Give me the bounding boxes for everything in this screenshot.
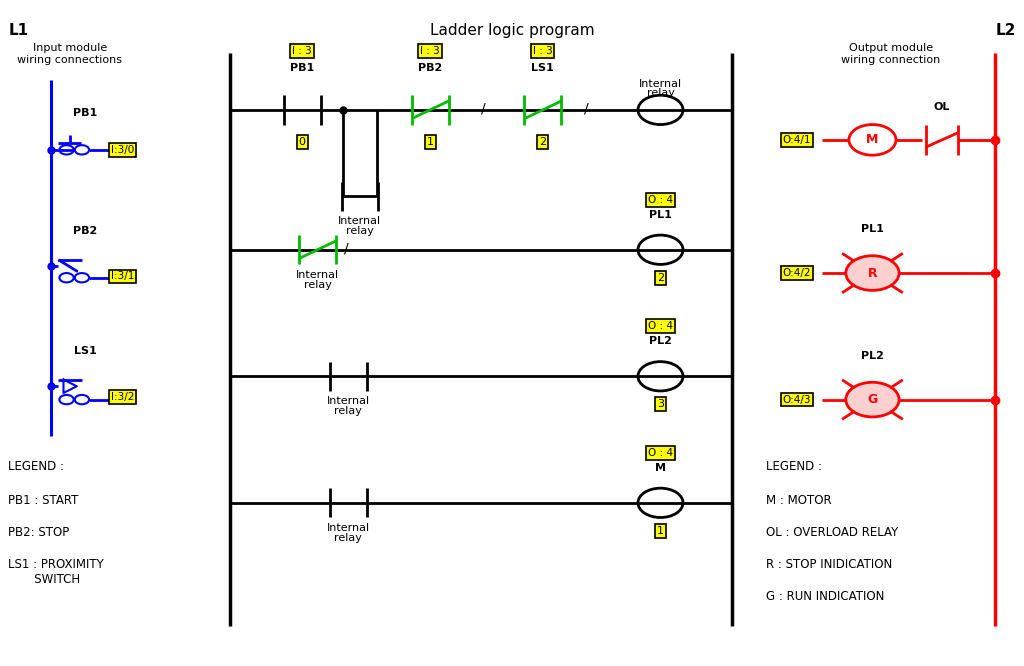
Text: OL: OL <box>934 102 950 112</box>
Text: I : 3: I : 3 <box>532 46 553 57</box>
Text: /: / <box>344 241 348 256</box>
Text: Ladder logic program: Ladder logic program <box>430 23 594 39</box>
Text: O : 4: O : 4 <box>648 194 673 205</box>
Text: I:3/0: I:3/0 <box>112 145 134 155</box>
Text: 2: 2 <box>540 137 546 147</box>
Text: PL2: PL2 <box>861 351 884 361</box>
Text: relay: relay <box>303 280 332 290</box>
Text: Output module
wiring connection: Output module wiring connection <box>842 43 940 65</box>
Text: relay: relay <box>346 226 374 236</box>
Text: PB1: PB1 <box>290 63 314 73</box>
Text: PL2: PL2 <box>649 336 672 346</box>
Text: I:3/1: I:3/1 <box>112 271 134 282</box>
Text: 2: 2 <box>657 272 664 283</box>
Text: relay: relay <box>646 88 675 98</box>
Circle shape <box>846 256 899 290</box>
Text: O:4/1: O:4/1 <box>782 135 811 145</box>
Text: 1: 1 <box>657 525 664 536</box>
Text: Internal: Internal <box>327 396 370 406</box>
Text: LS1: LS1 <box>531 63 554 73</box>
Text: PB1: PB1 <box>73 108 97 118</box>
Text: /: / <box>585 101 589 116</box>
Text: relay: relay <box>334 406 362 416</box>
Text: I:3/2: I:3/2 <box>112 392 134 402</box>
Text: PB2: STOP: PB2: STOP <box>8 526 70 539</box>
Text: O : 4: O : 4 <box>648 448 673 458</box>
Text: Input module
wiring connections: Input module wiring connections <box>17 43 122 65</box>
Text: LEGEND :: LEGEND : <box>8 460 65 473</box>
Text: Internal: Internal <box>639 79 682 89</box>
Text: Internal: Internal <box>327 523 370 533</box>
Text: Internal: Internal <box>338 216 382 226</box>
Text: R : STOP INIDICATION: R : STOP INIDICATION <box>766 558 892 571</box>
Text: PB2: PB2 <box>418 63 442 73</box>
Text: LEGEND :: LEGEND : <box>766 460 822 473</box>
Text: PB1 : START: PB1 : START <box>8 494 79 507</box>
Text: OL : OVERLOAD RELAY: OL : OVERLOAD RELAY <box>766 526 898 539</box>
Text: R: R <box>867 266 878 280</box>
Text: 0: 0 <box>299 137 305 147</box>
Circle shape <box>849 125 896 155</box>
Text: 1: 1 <box>427 137 433 147</box>
Text: I : 3: I : 3 <box>292 46 312 57</box>
Text: M: M <box>866 133 879 147</box>
Text: I : 3: I : 3 <box>420 46 440 57</box>
Text: O:4/2: O:4/2 <box>782 268 811 278</box>
Text: relay: relay <box>334 533 362 543</box>
Text: PL1: PL1 <box>861 224 884 234</box>
Text: M: M <box>655 463 666 473</box>
Text: L2: L2 <box>995 23 1016 39</box>
Text: G : RUN INDICATION: G : RUN INDICATION <box>766 590 885 603</box>
Text: O:4/3: O:4/3 <box>782 394 811 405</box>
Text: 3: 3 <box>657 399 664 410</box>
Text: LS1 : PROXIMITY
       SWITCH: LS1 : PROXIMITY SWITCH <box>8 558 104 586</box>
Circle shape <box>846 382 899 417</box>
Text: PB2: PB2 <box>73 226 97 236</box>
Text: G: G <box>867 393 878 406</box>
Text: M : MOTOR: M : MOTOR <box>766 494 831 507</box>
Text: L1: L1 <box>8 23 29 39</box>
Text: Internal: Internal <box>296 270 339 280</box>
Text: O : 4: O : 4 <box>648 321 673 332</box>
Text: LS1: LS1 <box>74 346 96 356</box>
Text: PL1: PL1 <box>649 210 672 220</box>
Text: /: / <box>481 101 485 116</box>
